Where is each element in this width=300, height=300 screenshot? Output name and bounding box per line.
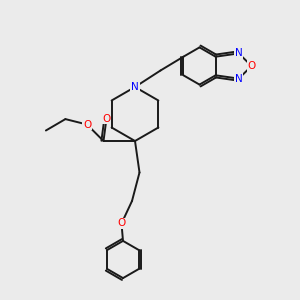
Text: O: O (248, 61, 256, 71)
Text: O: O (117, 218, 126, 229)
Text: N: N (235, 48, 243, 59)
Text: N: N (235, 74, 243, 84)
Text: O: O (102, 113, 111, 124)
Text: O: O (83, 119, 91, 130)
Text: N: N (131, 82, 139, 92)
